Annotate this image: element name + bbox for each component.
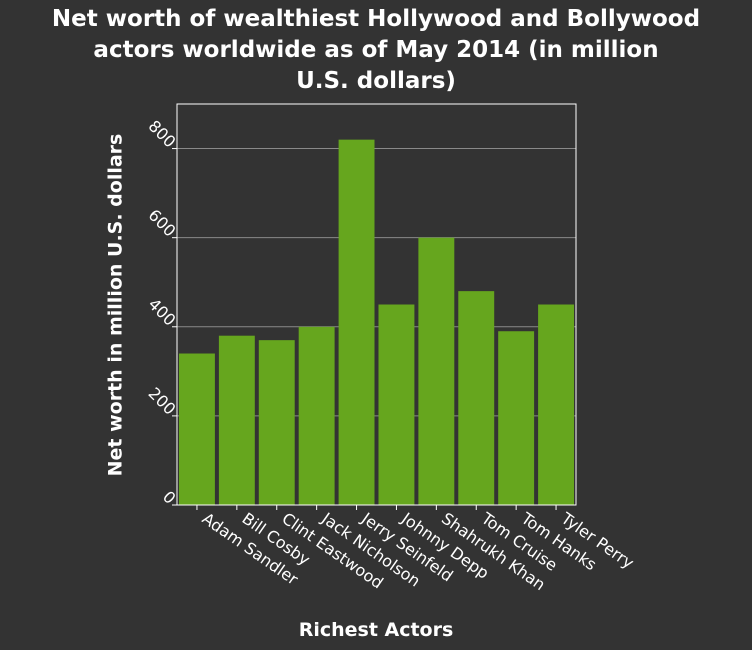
bar	[538, 304, 575, 505]
x-axis-title: Richest Actors	[299, 619, 454, 641]
y-axis-title: Net worth in million U.S. dollars	[105, 134, 127, 477]
bar	[498, 331, 535, 505]
chart-title: Net worth of wealthiest Hollywood and Bo…	[0, 4, 752, 97]
bar	[378, 304, 415, 505]
y-tick-label: 200	[145, 384, 180, 419]
chart-title-line-2: actors worldwide as of May 2014 (in mill…	[93, 37, 659, 63]
bar	[418, 237, 455, 505]
y-tick-label: 400	[145, 295, 180, 330]
bar	[178, 353, 215, 505]
chart-title-line-1: Net worth of wealthiest Hollywood and Bo…	[51, 6, 701, 32]
y-tick-label: 600	[145, 205, 180, 240]
bars	[178, 139, 575, 505]
plot-frame	[176, 103, 577, 506]
bar	[298, 326, 335, 505]
bar	[218, 335, 255, 505]
bar	[338, 139, 375, 505]
chart-title-line-3: U.S. dollars)	[296, 68, 456, 94]
bar	[258, 340, 295, 505]
bar	[458, 291, 495, 505]
y-tick-label: 800	[145, 116, 180, 151]
